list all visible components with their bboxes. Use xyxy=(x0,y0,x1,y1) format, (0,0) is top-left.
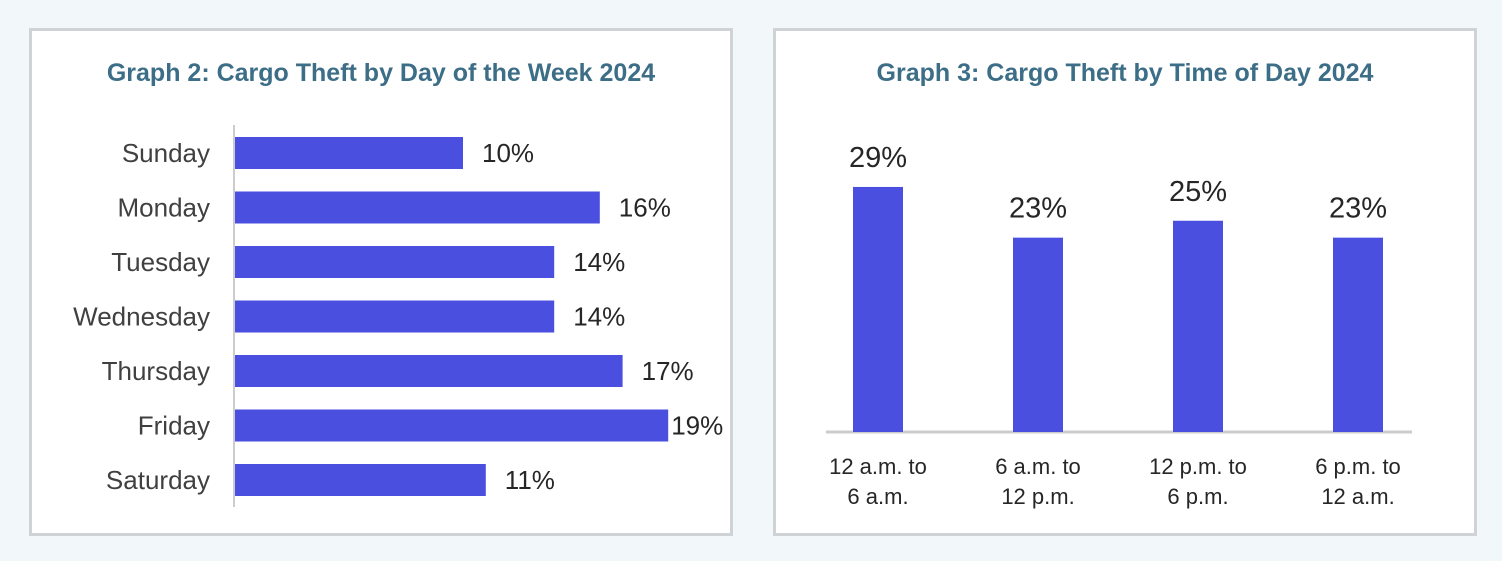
data-label: 25% xyxy=(1169,176,1227,208)
data-label: 14% xyxy=(573,302,625,332)
data-label: 23% xyxy=(1329,193,1387,225)
chart-title: Graph 2: Cargo Theft by Day of the Week … xyxy=(106,59,656,87)
data-label: 14% xyxy=(573,247,625,277)
time-of-day-chart-panel: Graph 3: Cargo Theft by Time of Day 2024… xyxy=(773,28,1477,536)
bar-time-slot-3 xyxy=(1173,220,1223,432)
category-label: Wednesday xyxy=(73,302,210,332)
bar-time-slot-2 xyxy=(1013,237,1063,432)
category-label: Thursday xyxy=(102,356,210,386)
bar-sunday xyxy=(235,137,463,169)
time-of-day-bar-chart: 29% 12 a.m. to 6 a.m. 23% 6 a.m. to 12 p.m. 25… xyxy=(826,142,1412,509)
bar-saturday xyxy=(235,464,486,496)
category-label: Friday xyxy=(138,411,210,441)
data-label: 16% xyxy=(619,193,671,223)
x-tick-label: 12 p.m. xyxy=(1001,484,1074,509)
data-label: 19% xyxy=(671,411,723,441)
x-tick-label: 6 a.m. xyxy=(847,484,908,509)
bar-wednesday xyxy=(235,300,555,333)
x-tick-label: 6 p.m. xyxy=(1167,484,1228,509)
bar-time-slot-4 xyxy=(1333,237,1383,432)
data-label: 23% xyxy=(1009,193,1067,225)
bar-friday xyxy=(235,409,669,442)
data-label: 10% xyxy=(482,138,534,168)
category-label: Saturday xyxy=(106,465,210,495)
data-label: 17% xyxy=(642,356,694,386)
bar-monday xyxy=(235,191,600,224)
bar-time-slot-1 xyxy=(853,186,903,432)
x-tick-label: 12 a.m. xyxy=(1321,484,1394,509)
category-label: Tuesday xyxy=(111,247,210,277)
data-label: 11% xyxy=(505,465,555,495)
category-label: Monday xyxy=(118,193,211,223)
data-label: 29% xyxy=(849,142,907,174)
x-tick-label: 6 p.m. to xyxy=(1315,454,1401,479)
day-of-week-bar-chart: Sunday 10% Monday 16% Tuesday 14% Wednesday 14%… xyxy=(73,125,723,507)
day-of-week-chart-panel: Graph 2: Cargo Theft by Day of the Week … xyxy=(29,28,733,536)
bar-thursday xyxy=(235,355,623,387)
category-label: Sunday xyxy=(122,138,210,168)
x-tick-label: 6 a.m. to xyxy=(995,454,1081,479)
x-tick-label: 12 p.m. to xyxy=(1149,454,1247,479)
bar-tuesday xyxy=(235,246,555,278)
chart-title: Graph 3: Cargo Theft by Time of Day 2024 xyxy=(876,59,1374,87)
x-tick-label: 12 a.m. to xyxy=(829,454,927,479)
